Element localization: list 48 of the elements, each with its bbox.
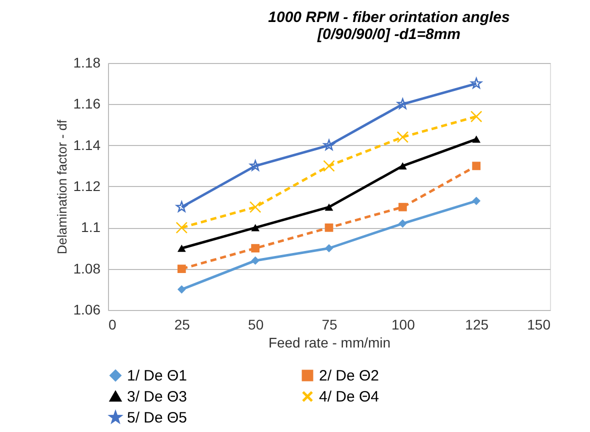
x-tick-label: 150 <box>527 316 551 332</box>
y-tick-label: 1.18 <box>73 54 101 70</box>
point <box>250 160 261 171</box>
point <box>324 244 334 252</box>
y-tick-label: 1.08 <box>73 260 101 276</box>
x-tick-label: 100 <box>391 316 416 332</box>
point <box>251 256 260 265</box>
point <box>177 244 186 252</box>
y-tick-label: 1.16 <box>73 96 101 112</box>
y-tick-label: 1.12 <box>73 178 101 194</box>
point <box>249 201 262 213</box>
point <box>472 136 481 143</box>
point <box>472 196 481 206</box>
point <box>398 202 407 212</box>
point <box>251 224 260 232</box>
point <box>176 201 188 212</box>
point <box>324 203 334 211</box>
point <box>398 219 407 228</box>
point <box>323 160 335 172</box>
point <box>396 131 409 143</box>
point <box>177 264 186 274</box>
x-axis-title: Feed rate - mm/min <box>268 334 391 350</box>
text: 1000 RPM - fiber orintation angles <box>268 9 510 26</box>
point <box>177 285 186 294</box>
x-tick-label: 25 <box>174 316 190 332</box>
point <box>323 139 335 150</box>
y-tick-label: 1.06 <box>73 302 101 318</box>
legend-label: 3/ De Θ3 <box>127 388 188 406</box>
y-tick-label: 1.14 <box>73 136 101 153</box>
x-tick-label: 75 <box>322 316 338 332</box>
point <box>176 222 188 234</box>
x-tick-label: 50 <box>248 316 264 332</box>
x-tick-label: 125 <box>465 316 489 332</box>
point <box>470 78 482 88</box>
point <box>472 162 481 170</box>
y-axis-title: Delamination factor - df <box>54 119 70 254</box>
point <box>251 244 260 252</box>
point <box>324 223 334 232</box>
point <box>470 110 482 122</box>
point <box>397 98 408 110</box>
legend-label: 1/ De Θ1 <box>127 368 188 385</box>
legend-label: 2/ De Θ2 <box>319 368 380 385</box>
y-tick-label: 1.1 <box>81 219 101 236</box>
text: [0/90/90/0] -d1=8mm <box>318 26 460 43</box>
point <box>398 162 407 170</box>
x-tick-label: 0 <box>108 316 116 332</box>
legend-label: 5/ De Θ5 <box>127 410 188 426</box>
legend-label: 4/ De Θ4 <box>319 388 380 406</box>
